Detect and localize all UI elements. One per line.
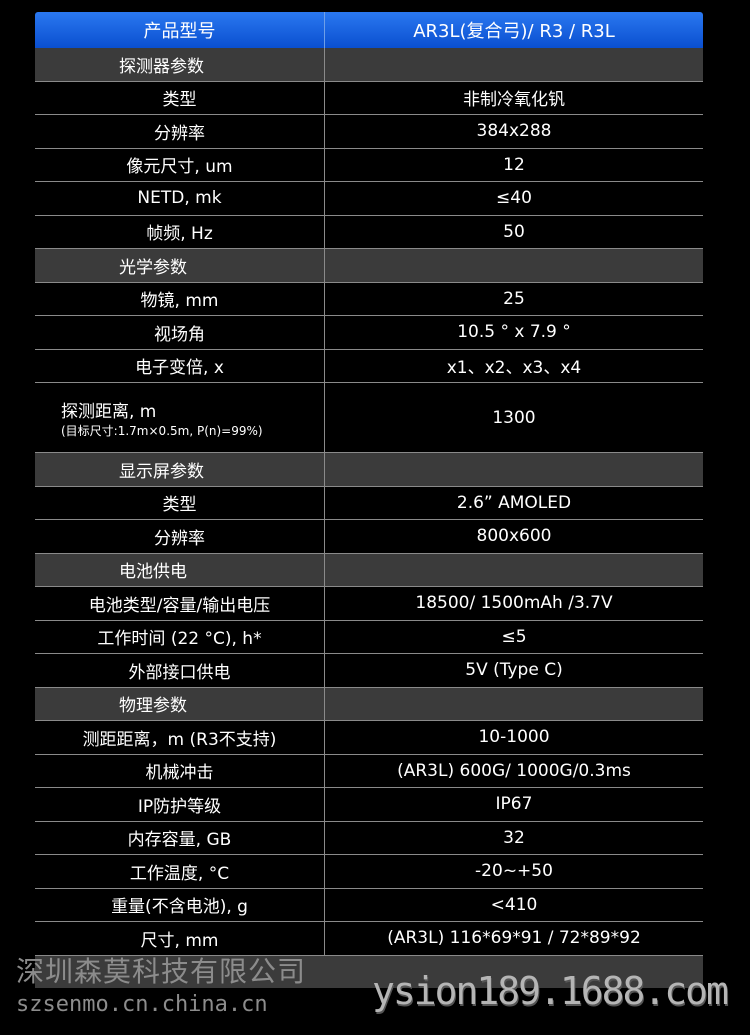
- row-label: 尺寸, mm: [35, 922, 325, 955]
- row-value: (AR3L) 116*69*91 / 72*89*92: [387, 928, 641, 949]
- row-label: 像元尺寸, um: [35, 148, 325, 181]
- watermark-shop: ysion189.1688.com: [372, 969, 729, 1013]
- table-row: 工作温度, °C -20~+50: [35, 855, 703, 889]
- table-row: 电池类型/容量/输出电压 18500/ 1500mAh /3.7V: [35, 587, 703, 621]
- row-label-text: 探测距离, m: [61, 401, 157, 422]
- table-row: 重量(不含电池), g <410: [35, 888, 703, 922]
- row-label: 探测器参数: [35, 48, 325, 81]
- table-row: 外部接口供电 5V (Type C): [35, 654, 703, 688]
- row-label: 物理参数: [35, 687, 325, 720]
- row-label: 测距距离，m (R3不支持): [35, 721, 325, 754]
- header-value: AR3L(复合弓)/ R3 / R3L: [413, 21, 615, 42]
- table-row: 像元尺寸, um 12: [35, 148, 703, 182]
- row-value: -20~+50: [475, 861, 553, 882]
- table-row: 工作时间 (22 °C), h* ≤5: [35, 620, 703, 654]
- table-row: 尺寸, mm (AR3L) 116*69*91 / 72*89*92: [35, 922, 703, 956]
- row-value: 50: [503, 221, 525, 242]
- row-value: 5V (Type C): [465, 660, 563, 681]
- row-label: 工作时间 (22 °C), h*: [35, 620, 325, 653]
- row-value: [325, 688, 703, 721]
- table-row: 内存容量, GB 32: [35, 821, 703, 855]
- row-label: 内存容量, GB: [35, 821, 325, 854]
- table-row: IP防护等级 IP67: [35, 788, 703, 822]
- row-value: 25: [503, 288, 525, 309]
- row-label: 电子变倍, x: [35, 349, 325, 382]
- row-label: 光学参数: [35, 249, 325, 282]
- footer-band: [35, 956, 703, 988]
- row-value: ≤40: [496, 188, 532, 209]
- row-label: 电池供电: [35, 553, 325, 586]
- row-label: 外部接口供电: [35, 654, 325, 687]
- header-label: 产品型号: [35, 12, 325, 48]
- row-label: 机械冲击: [35, 754, 325, 787]
- row-value: (AR3L) 600G/ 1000G/0.3ms: [397, 760, 631, 781]
- row-value: 1300: [492, 407, 536, 428]
- table-row: 探测距离, m (目标尺寸:1.7m×0.5m, P(n)=99%) 1300: [35, 383, 703, 453]
- watermark-site: szsenmo.cn.china.cn: [16, 992, 268, 1017]
- table-row: 机械冲击 (AR3L) 600G/ 1000G/0.3ms: [35, 754, 703, 788]
- row-value: 10.5 ° x 7.9 °: [457, 322, 571, 343]
- table-row: 分辨率 384x288: [35, 115, 703, 149]
- row-label: 类型: [35, 486, 325, 519]
- row-label: 显示屏参数: [35, 453, 325, 486]
- table-row: 类型 2.6” AMOLED: [35, 486, 703, 520]
- row-label: 电池类型/容量/输出电压: [35, 587, 325, 620]
- section-row: 物理参数: [35, 687, 703, 721]
- table-row: 分辨率 800x600: [35, 520, 703, 554]
- row-value: 12: [503, 154, 525, 175]
- row-label: NETD, mk: [35, 182, 325, 215]
- row-value: 非制冷氧化钒: [463, 90, 565, 111]
- row-label: 类型: [35, 81, 325, 114]
- row-label: 探测距离, m (目标尺寸:1.7m×0.5m, P(n)=99%): [35, 383, 325, 452]
- row-value: IP67: [495, 794, 533, 815]
- row-value: 800x600: [476, 526, 552, 547]
- row-value: x1、x2、x3、x4: [446, 358, 582, 379]
- table-body: 探测器参数 类型 非制冷氧化钒 分辨率 384x288 像元尺寸, um 12 NETD, m…: [35, 48, 703, 956]
- section-row: 探测器参数: [35, 48, 703, 82]
- row-value: 10-1000: [478, 727, 550, 748]
- row-label: 视场角: [35, 316, 325, 349]
- spec-table: 产品型号 AR3L(复合弓)/ R3 / R3L 探测器参数 类型 非制冷氧化钒 分辨…: [35, 12, 703, 956]
- table-row: 类型 非制冷氧化钒: [35, 81, 703, 115]
- row-label: 帧频, Hz: [35, 215, 325, 248]
- table-row: 测距距离，m (R3不支持) 10-1000: [35, 721, 703, 755]
- watermark-company: 深圳森莫科技有限公司: [16, 955, 307, 988]
- row-value: 32: [503, 827, 525, 848]
- row-label: IP防护等级: [35, 788, 325, 821]
- table-header: 产品型号 AR3L(复合弓)/ R3 / R3L: [35, 12, 703, 48]
- row-label: 重量(不含电池), g: [35, 888, 325, 921]
- row-label: 物镜, mm: [35, 282, 325, 315]
- row-value: [325, 453, 703, 486]
- table-row: 帧频, Hz 50: [35, 215, 703, 249]
- row-value: [325, 249, 703, 282]
- table-row: 电子变倍, x x1、x2、x3、x4: [35, 349, 703, 383]
- row-value: <410: [490, 894, 538, 915]
- table-row: 物镜, mm 25: [35, 282, 703, 316]
- row-value: [325, 554, 703, 587]
- row-note: (目标尺寸:1.7m×0.5m, P(n)=99%): [61, 423, 263, 438]
- section-row: 电池供电: [35, 553, 703, 587]
- row-value: 384x288: [476, 121, 552, 142]
- row-label: 分辨率: [35, 115, 325, 148]
- row-value: ≤5: [501, 626, 527, 647]
- row-value: [325, 48, 703, 81]
- table-row: NETD, mk ≤40: [35, 182, 703, 216]
- table-row: 视场角 10.5 ° x 7.9 °: [35, 316, 703, 350]
- row-value: 18500/ 1500mAh /3.7V: [415, 593, 613, 614]
- row-value: 2.6” AMOLED: [456, 492, 572, 513]
- row-label: 分辨率: [35, 520, 325, 553]
- section-row: 显示屏参数: [35, 453, 703, 487]
- section-row: 光学参数: [35, 249, 703, 283]
- row-label: 工作温度, °C: [35, 855, 325, 888]
